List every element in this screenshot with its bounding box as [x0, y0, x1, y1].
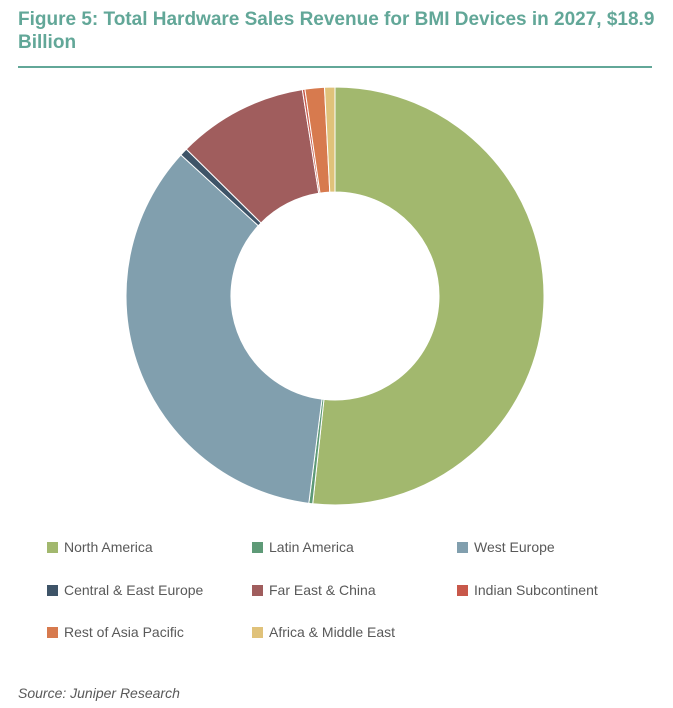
legend-swatch — [47, 626, 58, 638]
legend-item-rest-of-asia-pacific: Rest of Asia Pacific — [47, 624, 184, 640]
legend-label: West Europe — [474, 539, 555, 555]
legend-label: Indian Subcontinent — [474, 582, 598, 598]
legend-swatch — [252, 541, 263, 553]
donut-slice-north-america — [312, 86, 545, 506]
legend-swatch — [457, 584, 468, 596]
donut-slice-africa-middle-east — [323, 86, 336, 193]
legend-item-north-america: North America — [47, 539, 153, 555]
legend-item-west-europe: West Europe — [457, 539, 555, 555]
donut-slice-west-europe — [125, 154, 323, 504]
legend-swatch — [457, 541, 468, 553]
legend-item-central-east-europe: Central & East Europe — [47, 582, 203, 598]
legend-label: Africa & Middle East — [269, 624, 396, 640]
donut-chart — [125, 86, 545, 506]
legend-swatch — [47, 541, 58, 553]
legend-swatch — [252, 584, 263, 596]
legend-label: Central & East Europe — [64, 582, 204, 598]
title-divider — [18, 66, 652, 68]
legend-item-africa-middle-east: Africa & Middle East — [252, 624, 395, 640]
legend-swatch — [47, 584, 58, 596]
legend-label: Rest of Asia Pacific — [64, 624, 184, 640]
legend-item-latin-america: Latin America — [252, 539, 354, 555]
legend-swatch — [252, 626, 263, 638]
chart-title: Figure 5: Total Hardware Sales Revenue f… — [18, 9, 655, 53]
legend-label: North America — [64, 539, 153, 555]
legend-label: Latin America — [269, 539, 354, 555]
source-note: Source: Juniper Research — [18, 685, 180, 701]
legend-item-far-east-china: Far East & China — [252, 582, 376, 598]
legend-item-indian-subcontinent: Indian Subcontinent — [457, 582, 598, 598]
legend-label: Far East & China — [269, 582, 376, 598]
